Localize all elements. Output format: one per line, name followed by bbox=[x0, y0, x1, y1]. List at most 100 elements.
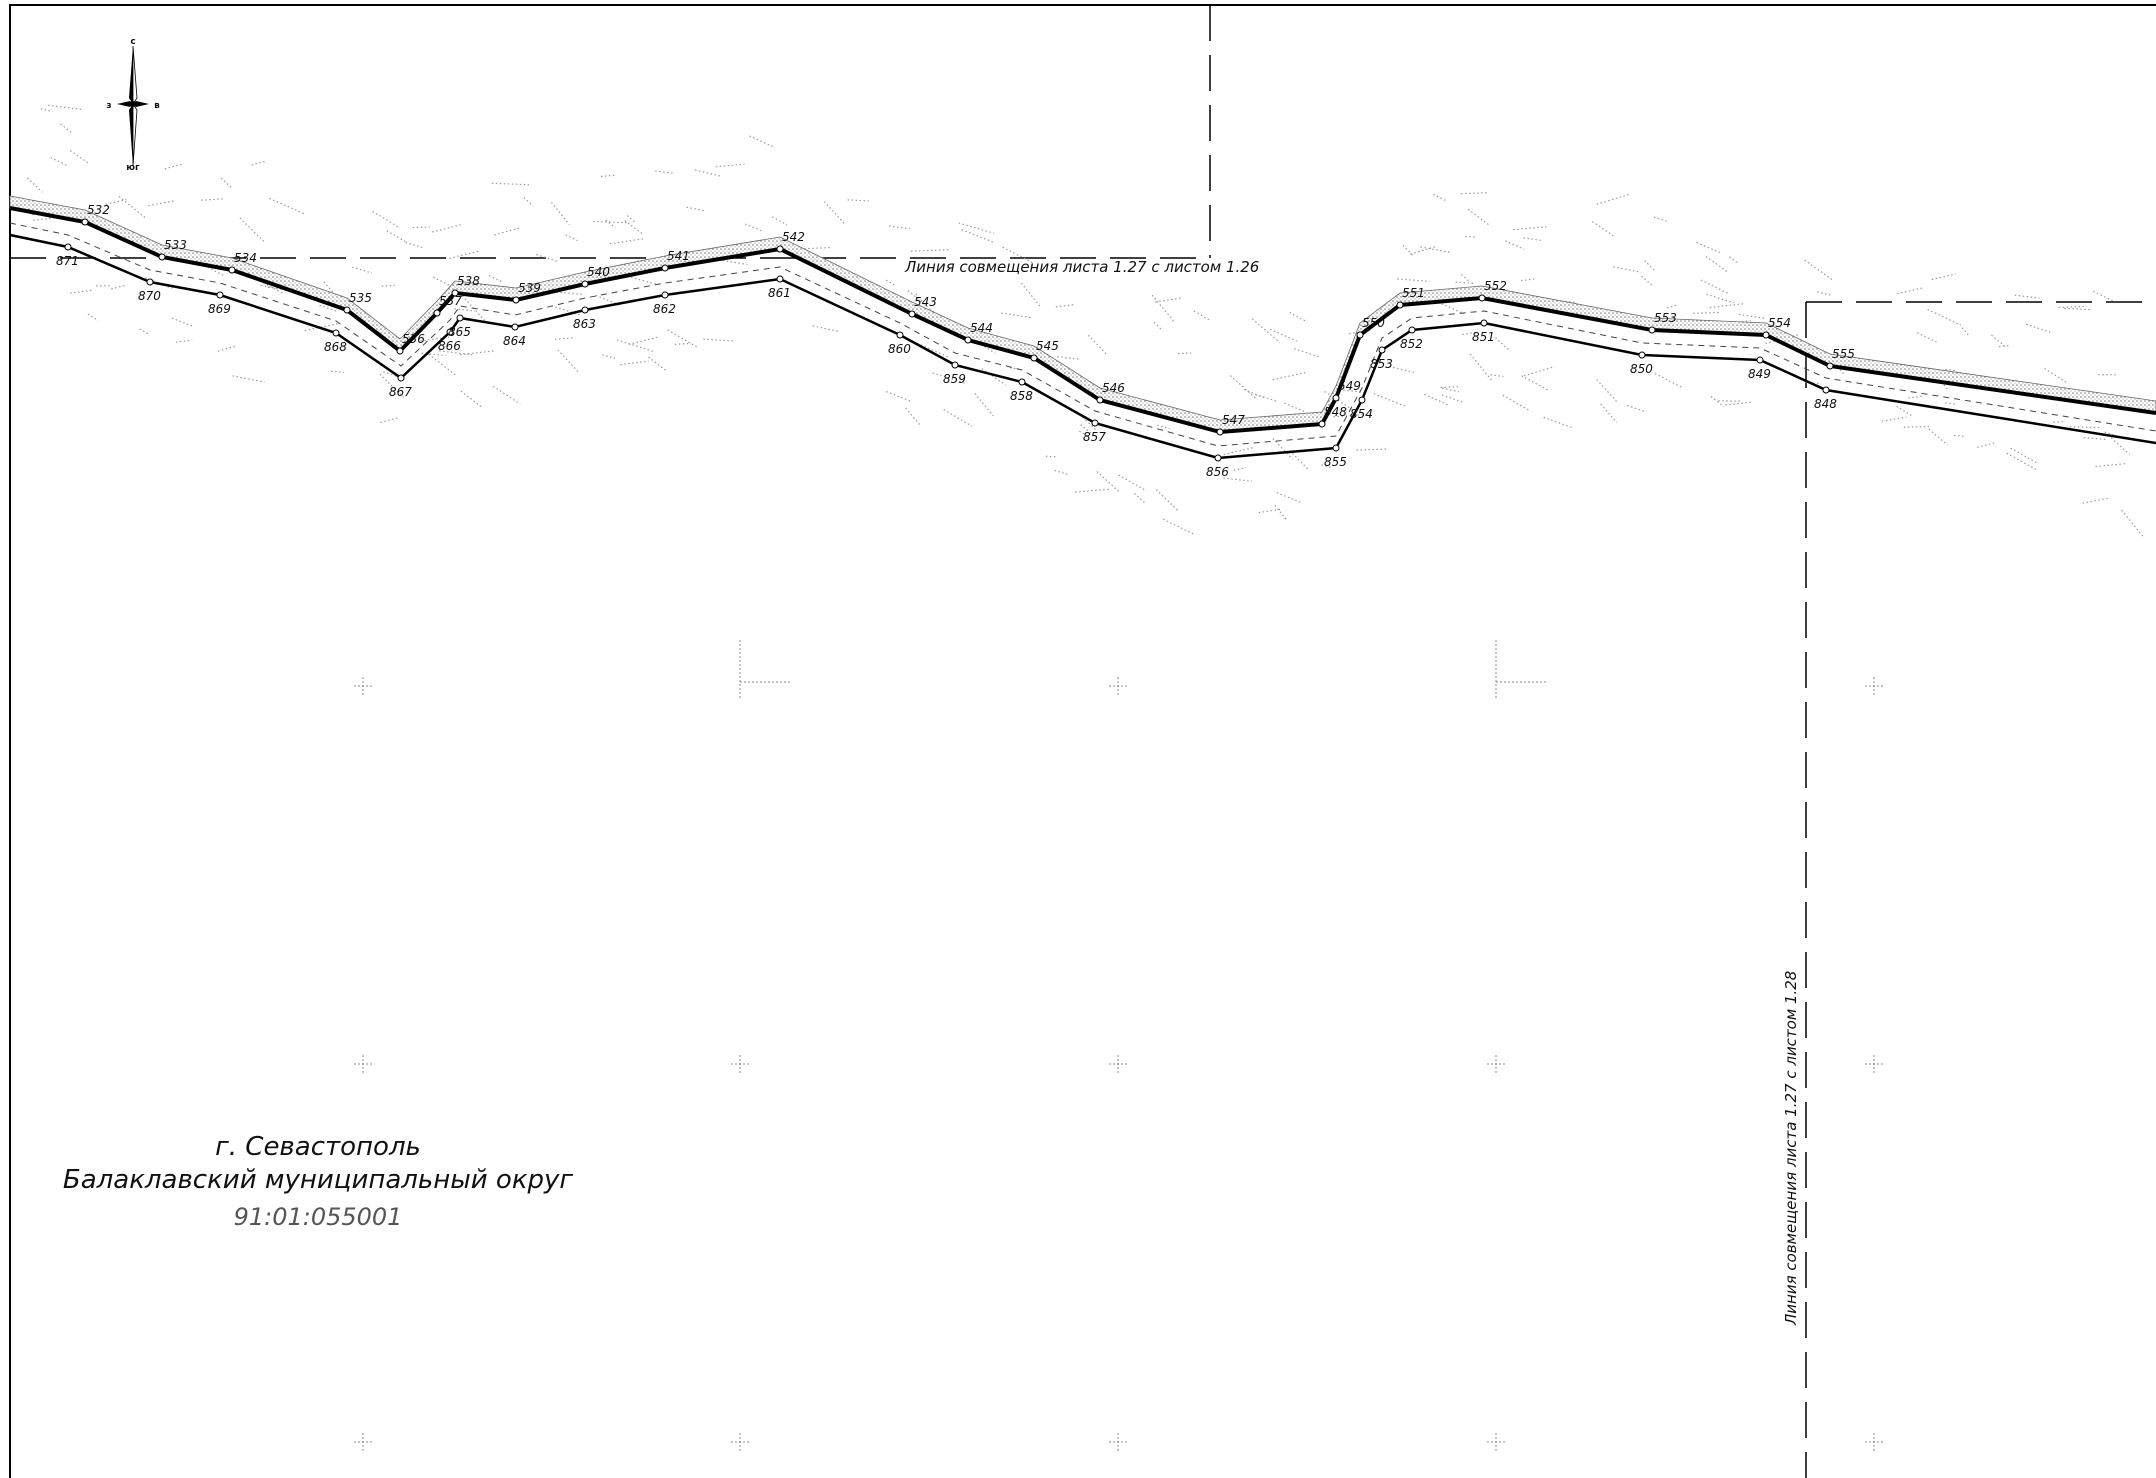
upper-point-label-543: 543 bbox=[914, 295, 937, 309]
lower-point-marker-861 bbox=[776, 275, 784, 283]
upper-point-label-533: 533 bbox=[164, 238, 187, 252]
upper-point-label-536: 536 bbox=[402, 332, 425, 346]
grid-cross bbox=[731, 1055, 749, 1073]
grid-cross bbox=[1109, 1055, 1127, 1073]
place-city: г. Севастополь bbox=[215, 1132, 421, 1162]
lower-point-marker-860 bbox=[896, 331, 904, 339]
compass-south: юг bbox=[126, 163, 140, 173]
lower-point-label-849: 849 bbox=[1748, 367, 1771, 381]
lower-point-marker-856 bbox=[1214, 454, 1222, 462]
lower-point-marker-863 bbox=[581, 306, 589, 314]
upper-point-label-540: 540 bbox=[587, 265, 610, 279]
upper-point-label-551: 551 bbox=[1402, 286, 1425, 300]
upper-point-label-534: 534 bbox=[234, 251, 257, 265]
upper-point-label-537: 537 bbox=[439, 294, 462, 308]
lower-point-label-853: 853 bbox=[1370, 357, 1393, 371]
lower-point-label-863: 863 bbox=[573, 317, 596, 331]
upper-point-label-549: 549 bbox=[1338, 379, 1361, 393]
lower-point-label-861: 861 bbox=[768, 286, 791, 300]
lower-point-marker-867 bbox=[397, 374, 405, 382]
upper-point-marker-538 bbox=[451, 289, 459, 297]
grid-cross bbox=[354, 677, 372, 695]
parcel-boundary: 532 533 534 535 536 537 538 539 540 541 542 543 544 5… bbox=[9, 195, 2156, 479]
lower-point-marker-862 bbox=[661, 291, 669, 299]
lower-point-label-852: 852 bbox=[1400, 337, 1423, 351]
grid-cross bbox=[354, 1433, 372, 1451]
grid-tick-mark bbox=[1495, 640, 1548, 698]
lower-point-marker-853 bbox=[1378, 346, 1386, 354]
lower-point-label-870: 870 bbox=[138, 289, 161, 303]
boundary-lower-line bbox=[9, 233, 2156, 460]
lower-point-marker-858 bbox=[1018, 378, 1026, 386]
upper-point-marker-543 bbox=[908, 310, 916, 318]
cadastral-block-number: 91:01:055001 bbox=[234, 1203, 403, 1231]
lower-point-label-862: 862 bbox=[653, 302, 676, 316]
upper-point-label-542: 542 bbox=[782, 230, 805, 244]
grid-cross bbox=[1109, 677, 1127, 695]
grid-cross bbox=[1865, 677, 1883, 695]
lower-point-label-860: 860 bbox=[888, 342, 911, 356]
upper-point-label-555: 555 bbox=[1832, 347, 1855, 361]
upper-point-label-548: 548 bbox=[1324, 405, 1347, 419]
grid-cross bbox=[1865, 1433, 1883, 1451]
grid-cross bbox=[1487, 1433, 1505, 1451]
upper-point-label-547: 547 bbox=[1222, 413, 1245, 427]
upper-point-marker-536 bbox=[396, 347, 404, 355]
lower-point-label-864: 864 bbox=[503, 334, 526, 348]
grid-tick-mark bbox=[739, 640, 792, 698]
lower-point-label-857: 857 bbox=[1083, 430, 1106, 444]
upper-point-marker-537 bbox=[433, 309, 441, 317]
lower-point-label-867: 867 bbox=[389, 385, 412, 399]
upper-point-label-545: 545 bbox=[1036, 339, 1059, 353]
upper-point-marker-544 bbox=[964, 336, 972, 344]
upper-point-label-553: 553 bbox=[1654, 311, 1677, 325]
upper-point-label-552: 552 bbox=[1484, 279, 1507, 293]
upper-point-marker-545 bbox=[1030, 354, 1038, 362]
lower-point-label-848: 848 bbox=[1814, 397, 1837, 411]
grid-cross bbox=[1109, 1433, 1127, 1451]
upper-point-marker-551 bbox=[1396, 301, 1404, 309]
upper-point-marker-541 bbox=[661, 264, 669, 272]
upper-point-marker-546 bbox=[1096, 396, 1104, 404]
boundary-points: 532 533 534 535 536 537 538 539 540 541 542 543 544 5… bbox=[56, 203, 1855, 479]
lower-point-label-868: 868 bbox=[324, 340, 347, 354]
lower-point-marker-866 bbox=[446, 328, 454, 336]
lower-point-label-851: 851 bbox=[1472, 330, 1495, 344]
upper-point-marker-532 bbox=[81, 218, 89, 226]
lower-point-marker-868 bbox=[332, 329, 340, 337]
upper-point-marker-534 bbox=[228, 266, 236, 274]
upper-point-label-532: 532 bbox=[87, 203, 110, 217]
coordinate-grid-crosses bbox=[354, 640, 1883, 1451]
lower-point-marker-857 bbox=[1091, 419, 1099, 427]
lower-point-label-869: 869 bbox=[208, 302, 231, 316]
compass-west: з bbox=[106, 101, 111, 111]
lower-point-marker-848 bbox=[1822, 386, 1830, 394]
lower-point-marker-852 bbox=[1408, 326, 1416, 334]
grid-cross bbox=[1487, 1055, 1505, 1073]
upper-point-label-554: 554 bbox=[1768, 316, 1791, 330]
upper-point-marker-552 bbox=[1478, 294, 1486, 302]
lower-point-marker-859 bbox=[951, 361, 959, 369]
upper-point-marker-555 bbox=[1826, 362, 1834, 370]
match-line-right-label: Линия совмещения листа 1.27 с листом 1.2… bbox=[1782, 971, 1800, 1326]
compass-rose: с юг з в bbox=[106, 37, 160, 173]
grid-cross bbox=[1865, 1055, 1883, 1073]
grid-cross bbox=[731, 1433, 749, 1451]
upper-point-marker-549 bbox=[1332, 394, 1340, 402]
lower-point-marker-849 bbox=[1756, 356, 1764, 364]
compass-east: в bbox=[154, 101, 160, 111]
grid-cross bbox=[354, 1055, 372, 1073]
lower-point-marker-854 bbox=[1358, 396, 1366, 404]
boundary-upper-line bbox=[9, 206, 2156, 435]
upper-point-label-544: 544 bbox=[970, 321, 993, 335]
upper-point-label-535: 535 bbox=[349, 291, 372, 305]
upper-point-label-541: 541 bbox=[667, 249, 690, 263]
lower-point-marker-865 bbox=[456, 314, 464, 322]
lower-point-label-854: 854 bbox=[1350, 407, 1373, 421]
lower-point-marker-870 bbox=[146, 278, 154, 286]
lower-point-label-856: 856 bbox=[1206, 465, 1229, 479]
match-line-right: Линия совмещения листа 1.27 с листом 1.2… bbox=[1782, 301, 2156, 1478]
upper-point-label-546: 546 bbox=[1102, 381, 1125, 395]
lower-point-label-858: 858 bbox=[1010, 389, 1033, 403]
